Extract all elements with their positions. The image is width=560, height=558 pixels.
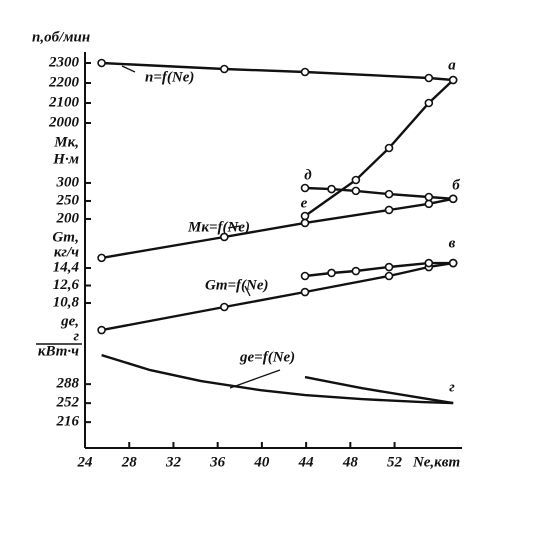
x-tick-label: 48	[342, 454, 359, 470]
y-axis-label: gе,	[60, 314, 79, 330]
point	[351, 186, 361, 196]
x-tick-label: 52	[387, 454, 403, 470]
annotation: е	[301, 195, 308, 211]
y-tick-label: 250	[56, 192, 80, 208]
annotation: б	[452, 177, 460, 193]
y-axis-label: Gт,	[52, 229, 79, 245]
y-tick-label: 14,4	[53, 259, 80, 275]
y-tick-label: 2000	[48, 114, 80, 130]
point	[384, 143, 394, 153]
point	[300, 218, 310, 228]
curve-label: Mк=f(Nе)	[187, 219, 250, 235]
point	[300, 183, 310, 193]
y-tick-label: 12,6	[53, 277, 80, 293]
x-tick-label: 40	[253, 454, 270, 470]
leader-line	[229, 369, 281, 389]
point	[384, 262, 394, 272]
point	[448, 258, 458, 268]
annotation: а	[448, 57, 456, 73]
point	[220, 302, 229, 312]
point	[384, 205, 394, 215]
y-axis-label: г	[73, 329, 79, 345]
point	[351, 266, 361, 276]
y-tick-label: 2300	[48, 54, 80, 70]
point	[300, 67, 310, 77]
x-tick-label: 28	[121, 454, 138, 470]
y-tick-label: 2100	[48, 94, 80, 110]
y-tick-label: 2200	[48, 74, 80, 90]
point	[327, 184, 336, 194]
point	[327, 268, 336, 278]
x-tick-label: 36	[209, 454, 226, 470]
point	[384, 271, 394, 281]
point	[351, 175, 361, 185]
y-tick-label: 288	[56, 376, 80, 392]
point	[424, 199, 434, 209]
y-axis-label: кВт·ч	[38, 344, 79, 360]
curve-label: gе=f(Nе)	[239, 349, 295, 365]
leader-line	[227, 225, 241, 229]
leader-line	[121, 65, 136, 73]
annotation: г	[449, 379, 455, 395]
x-tick-label: 32	[165, 454, 182, 470]
x-tick-label: 24	[77, 454, 94, 470]
annotation: в	[449, 235, 456, 251]
annotation: д	[304, 167, 312, 183]
y-tick-label: 300	[56, 174, 80, 190]
point	[448, 194, 458, 204]
point	[300, 211, 310, 221]
y-axis-label: Mк,	[53, 134, 79, 150]
point	[97, 58, 106, 68]
curve	[101, 261, 454, 332]
x-axis-label: Nе,квт	[412, 454, 460, 470]
y-axis-label: n,об/мин	[32, 29, 90, 45]
point	[220, 64, 229, 74]
point	[448, 75, 458, 85]
y-tick-label: 252	[56, 395, 80, 411]
curve	[101, 197, 454, 260]
point	[300, 271, 310, 281]
y-tick-label: 216	[56, 414, 80, 430]
point	[424, 258, 434, 268]
curve	[101, 353, 454, 405]
y-tick-label: 10,8	[53, 294, 80, 310]
point	[424, 73, 434, 83]
point	[300, 287, 310, 297]
x-tick-label: 44	[298, 454, 315, 470]
y-tick-label: 200	[56, 210, 80, 226]
leader-line	[244, 285, 251, 297]
point	[424, 192, 434, 202]
y-axis-label: кг/ч	[54, 244, 79, 260]
point	[424, 98, 434, 108]
point	[220, 232, 229, 242]
curve-label: Gт=f(Nе)	[205, 277, 269, 293]
y-axis-label: H·м	[52, 151, 79, 167]
point	[384, 189, 394, 199]
point	[97, 325, 106, 335]
point	[97, 253, 106, 263]
curve-label: n=f(Nе)	[145, 69, 194, 85]
curve	[304, 375, 454, 405]
